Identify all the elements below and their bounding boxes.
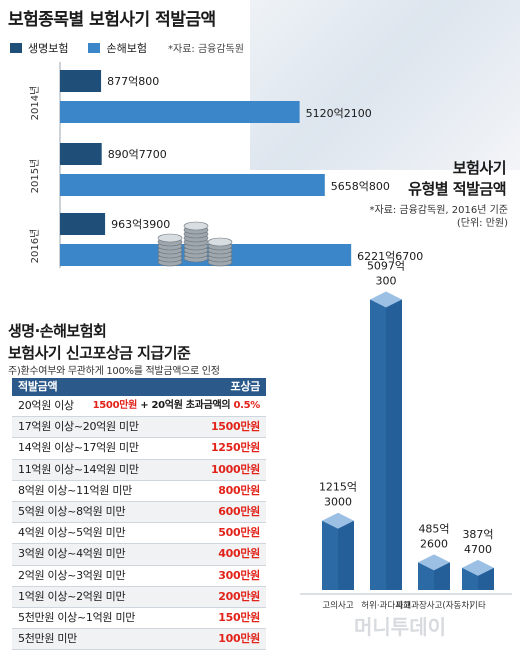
table-row: 2억원 이상~3억원 미만 300만원 (12, 565, 266, 587)
table-row: 14억원 이상~17억원 미만 1250만원 (12, 438, 266, 460)
award-criteria-table: 적발금액 포상금 20억원 이상 1500만원 + 20억원 초과금액의 0.5… (12, 378, 266, 650)
row-range: 1억원 이상~2억원 미만 (18, 589, 126, 603)
column-value-top: 387억 (462, 528, 493, 541)
column-chart-title: 보험사기 유형별 적발금액 (408, 158, 506, 200)
row-award: 150만원 (218, 610, 260, 624)
legend-swatch-nonlife (88, 43, 101, 53)
column-value-top: 485억 (418, 522, 449, 535)
award-rate: 0.5% (233, 400, 260, 411)
row-range: 5천만원 미만 (18, 632, 77, 646)
row-range: 5천만원 이상~1억원 미만 (18, 610, 136, 624)
row-range: 8억원 이상~11억원 미만 (18, 483, 132, 497)
background-photo (250, 0, 520, 170)
column-chart-title-line2: 유형별 적발금액 (408, 180, 506, 198)
column-bar (462, 559, 494, 590)
criteria-title: 생명·손해보험회 보험사기 신고포상금 지급기준 (8, 320, 191, 364)
column-bar (370, 291, 402, 590)
table-row: 8억원 이상~11억원 미만 800만원 (12, 480, 266, 502)
source-note: *자료: 금융감독원 (168, 44, 244, 55)
bar-life-label: 877억800 (107, 75, 159, 88)
legend-swatch-life (10, 43, 22, 53)
row-award: 1000만원 (210, 462, 260, 476)
row-range: 20억원 이상 (18, 399, 74, 412)
bar-chart-by-type: 2014년 877억800 5120억2100 2015년 890억7700 5658억8… (29, 62, 423, 268)
row-range: 4억원 이상~5억원 미만 (18, 526, 126, 540)
watermark: 머니투데이 (354, 615, 446, 639)
legend-label-life: 생명보험 (28, 42, 69, 55)
row-range: 11억원 이상~14억원 미만 (18, 462, 139, 476)
legend: 생명보험 손해보험 (10, 40, 147, 56)
coin-stack-icon (157, 221, 233, 267)
bar-nonlife (60, 174, 325, 196)
award-base: 1500만원 (92, 400, 138, 411)
column-value-bottom: 4700 (464, 543, 492, 556)
bar-life-label: 890억7700 (108, 148, 167, 161)
table-row: 3억원 이상~4억원 미만 400만원 (12, 544, 266, 566)
column-chart-source: *자료: 금융감독원, 2016년 기준 (369, 205, 508, 216)
criteria-title-line2: 보험사기 신고포상금 지급기준 (8, 344, 191, 362)
table-row: 5억원 이상~8억원 미만 600만원 (12, 501, 266, 524)
bar-life (60, 143, 102, 165)
row-range: 17억원 이상~20억원 미만 (18, 420, 139, 434)
page-title: 보험종목별 보험사기 적발금액 (8, 10, 216, 30)
column-category: 기타 (470, 601, 486, 611)
column-value-bottom: 300 (376, 274, 397, 287)
column-bar (322, 512, 354, 590)
table-body: 20억원 이상 1500만원 + 20억원 초과금액의 0.5% 17억원 이상… (12, 396, 266, 650)
row-award: 600만원 (218, 504, 260, 518)
column-category: 고의사고 (322, 600, 353, 611)
row-award: 200만원 (218, 589, 260, 603)
row-range: 14억원 이상~17억원 미만 (18, 441, 139, 455)
column-value-bottom: 2600 (420, 537, 448, 550)
bar-nonlife (60, 101, 300, 123)
column-category: 피해과장사고(자동차) (395, 600, 472, 611)
header-range: 적발금액 (18, 380, 58, 393)
header-award: 포상금 (230, 380, 261, 393)
row-award: 100만원 (218, 632, 260, 646)
year-label: 2015년 (29, 159, 41, 194)
bar-life (60, 213, 106, 235)
row-award: 1500만원 (210, 420, 260, 434)
bar-life (60, 70, 102, 92)
column-value-top: 5097억 (367, 259, 405, 272)
table-header: 적발금액 포상금 (12, 378, 266, 396)
column-category: 허위·과다사고 (361, 601, 411, 611)
year-label: 2014년 (29, 86, 41, 121)
criteria-note: 주)환수여부와 무관하게 100%를 적발금액으로 인정 (8, 366, 220, 377)
table-row: 17억원 이상~20억원 미만 1500만원 (12, 417, 266, 439)
table-row: 5천만원 이상~1억원 미만 150만원 (12, 607, 266, 630)
row-award: 400만원 (218, 547, 260, 561)
table-row: 5천만원 미만 100만원 (12, 629, 266, 650)
row-award: 300만원 (218, 568, 260, 582)
criteria-title-line1: 생명·손해보험회 (8, 322, 107, 340)
column-value-top: 1215억 (319, 481, 357, 494)
table-row: 4억원 이상~5억원 미만 500만원 (12, 523, 266, 545)
table-row-special: 20억원 이상 1500만원 + 20억원 초과금액의 0.5% (12, 396, 266, 418)
bar-life-label: 963억3900 (111, 218, 170, 231)
column-chart-title-line1: 보험사기 (452, 159, 507, 177)
table-row: 1억원 이상~2억원 미만 200만원 (12, 586, 266, 608)
row-range: 5억원 이상~8억원 미만 (18, 504, 126, 518)
table-row: 11억원 이상~14억원 미만 1000만원 (12, 459, 266, 481)
column-bar (418, 554, 450, 590)
row-award: 1250만원 (210, 441, 260, 455)
row-award: 1500만원 + 20억원 초과금액의 0.5% (92, 396, 261, 416)
legend-label-nonlife: 손해보험 (106, 42, 147, 55)
bar-nonlife-label: 5120억2100 (306, 107, 372, 120)
bar-nonlife-label: 6221억6700 (357, 250, 423, 263)
row-award: 800만원 (218, 483, 260, 497)
row-award: 500만원 (218, 526, 260, 540)
row-range: 3억원 이상~4억원 미만 (18, 547, 126, 561)
award-formula: + 20억원 초과금액의 (137, 400, 234, 411)
column-chart-unit: (단위: 만원) (456, 218, 508, 229)
row-range: 2억원 이상~3억원 미만 (18, 568, 126, 582)
bar-nonlife-label: 5658억800 (331, 180, 390, 193)
column-value-bottom: 3000 (324, 496, 352, 509)
year-label: 2016년 (29, 229, 41, 264)
